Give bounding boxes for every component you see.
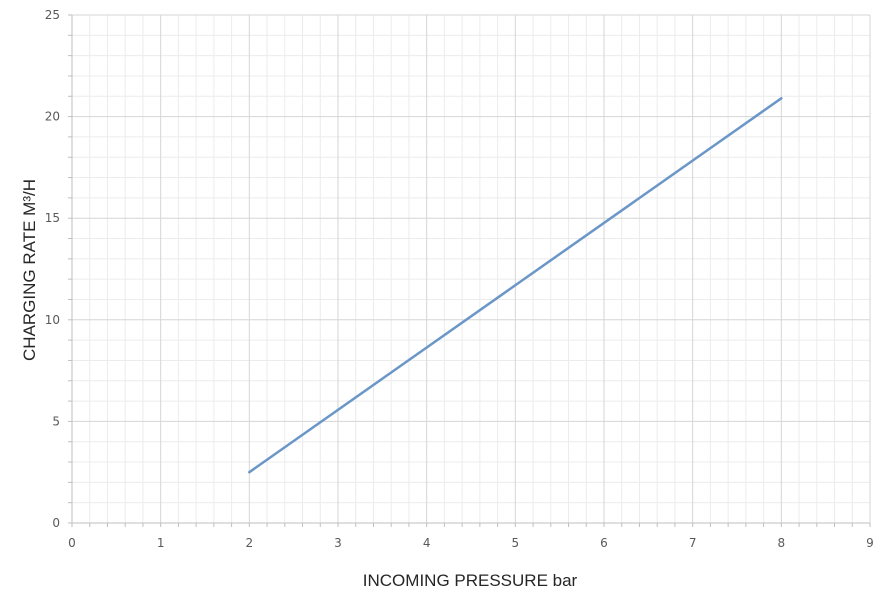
y-tick-label: 0 [52,516,60,530]
y-tick-label: 5 [52,414,60,428]
x-tick-label: 8 [778,536,786,550]
x-tick-label: 9 [866,536,874,550]
y-tick-label: 15 [45,211,60,225]
y-tick-labels: 0 5 10 15 20 25 [45,8,60,530]
x-tick-label: 4 [423,536,431,550]
x-tick-label: 1 [157,536,165,550]
y-tick-label: 25 [45,8,60,22]
x-tick-label: 6 [600,536,608,550]
x-tick-labels: 0 1 2 3 4 5 6 7 8 9 [68,536,874,550]
minor-grid [72,15,870,523]
x-tick-label: 5 [512,536,520,550]
x-tick-label: 0 [68,536,76,550]
x-tick-label: 3 [334,536,342,550]
x-tick-label: 2 [246,536,254,550]
axes [68,15,870,527]
y-axis-title: CHARGING RATE M³/H [20,179,39,361]
major-grid [72,15,870,523]
x-tick-label: 7 [689,536,697,550]
x-axis-title: INCOMING PRESSURE bar [363,571,578,590]
y-tick-label: 10 [45,313,60,327]
y-tick-label: 20 [45,110,60,124]
